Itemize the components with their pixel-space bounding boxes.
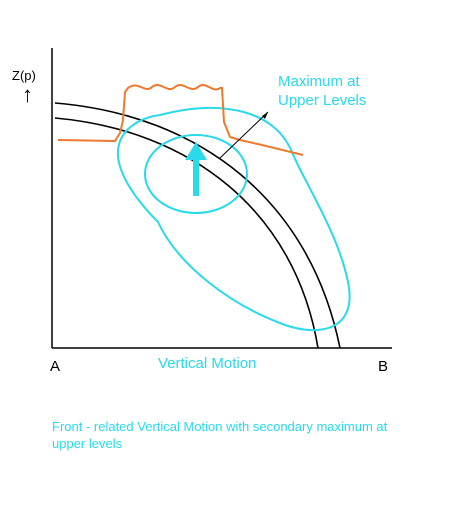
- upward-motion-arrowhead: [185, 142, 207, 160]
- x-axis-label: Vertical Motion: [158, 355, 257, 372]
- vertical-profile-curve: [57, 84, 304, 156]
- annotation-line-2: Upper Levels: [278, 92, 367, 109]
- maximum-annotation: Maximum at Upper Levels: [278, 72, 366, 110]
- annotation-pointer-line: [219, 111, 269, 159]
- annotation-pointer-head: [262, 112, 268, 119]
- figure-caption: Front - related Vertical Motion with sec…: [52, 419, 388, 451]
- point-a-label: A: [50, 358, 61, 375]
- point-b-label: B: [378, 358, 389, 375]
- annotation-line-1: Maximum at: [278, 73, 360, 90]
- inner-maximum-contour: [144, 134, 248, 214]
- y-axis-label: Z(p): [12, 68, 36, 83]
- front-lower-boundary: [54, 117, 319, 349]
- front-upper-boundary: [54, 102, 341, 349]
- y-axis-arrow-icon: ↑: [22, 82, 33, 107]
- outer-motion-contour: [116, 106, 351, 332]
